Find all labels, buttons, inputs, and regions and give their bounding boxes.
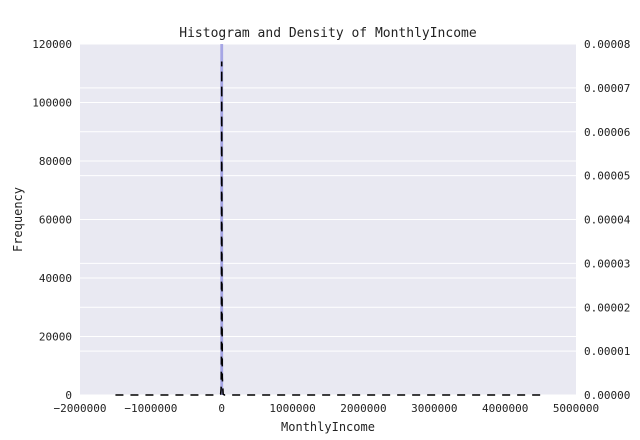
y2-tick-label: 0.00007 [584,82,630,95]
x-tick-label: −1000000 [124,402,177,415]
y2-tick-label: 0.00002 [584,301,630,314]
y-axis-label: Frequency [11,187,25,252]
y2-tick-label: 0.00004 [584,214,631,227]
y2-tick-label: 0.00005 [584,170,630,183]
histogram-bar [220,44,224,395]
density-line [115,61,541,396]
density-curve [115,61,541,396]
y-tick-label: 120000 [32,38,72,51]
y2-tick-label: 0.00001 [584,345,630,358]
y-tick-label: 80000 [39,155,72,168]
x-tick-label: −2000000 [54,402,107,415]
x-tick-label: 1000000 [269,402,315,415]
x-tick-label: 2000000 [340,402,386,415]
y2-tick-label: 0.00003 [584,257,630,270]
x-axis-label: MonthlyIncome [281,420,375,434]
y2-tick-label: 0.00008 [584,38,630,51]
y-tick-label: 40000 [39,272,72,285]
x-tick-label: 4000000 [482,402,528,415]
x-tick-label: 0 [218,402,225,415]
y-tick-label: 100000 [32,97,72,110]
y-tick-label: 20000 [39,331,72,344]
histogram-bars [220,44,224,395]
x-tick-label: 3000000 [411,402,457,415]
y-tick-label: 60000 [39,214,72,227]
y-tick-label: 0 [65,389,72,402]
x-tick-label: 5000000 [553,402,599,415]
tick-labels: −2000000 −1000000 0 1000000 2000000 3000000 40… [32,38,630,415]
chart-title: Histogram and Density of MonthlyIncome [179,26,477,41]
y2-tick-label: 0.00000 [584,389,630,402]
y2-tick-label: 0.00006 [584,126,630,139]
